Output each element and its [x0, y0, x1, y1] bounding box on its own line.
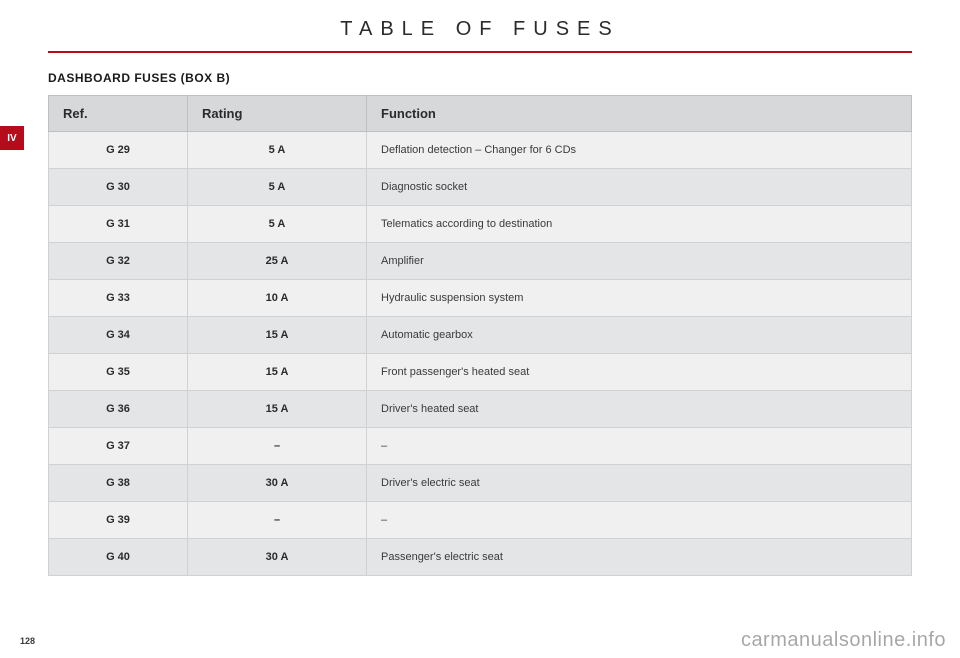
cell-rating: 30 A [188, 539, 367, 576]
cell-ref: G 31 [49, 206, 188, 243]
cell-ref: G 29 [49, 132, 188, 169]
cell-function: Front passenger's heated seat [367, 354, 912, 391]
cell-rating: 15 A [188, 391, 367, 428]
cell-rating: 30 A [188, 465, 367, 502]
cell-ref: G 36 [49, 391, 188, 428]
cell-ref: G 33 [49, 280, 188, 317]
table-row: G 3830 ADriver's electric seat [49, 465, 912, 502]
cell-rating: 5 A [188, 206, 367, 243]
cell-function: Driver's heated seat [367, 391, 912, 428]
table-row: G 39–– [49, 502, 912, 539]
cell-ref: G 39 [49, 502, 188, 539]
page-number: 128 [20, 636, 35, 646]
cell-function: Hydraulic suspension system [367, 280, 912, 317]
table-row: G 3225 AAmplifier [49, 243, 912, 280]
cell-rating: 25 A [188, 243, 367, 280]
cell-ref: G 32 [49, 243, 188, 280]
cell-function: Telematics according to destination [367, 206, 912, 243]
cell-ref: G 30 [49, 169, 188, 206]
cell-rating: 15 A [188, 354, 367, 391]
cell-function: Amplifier [367, 243, 912, 280]
table-header-row: Ref. Rating Function [49, 96, 912, 132]
section-tab: IV [0, 126, 24, 150]
cell-function: Deflation detection – Changer for 6 CDs [367, 132, 912, 169]
content-area: DASHBOARD FUSES (BOX B) Ref. Rating Func… [48, 71, 912, 576]
watermark: carmanualsonline.info [741, 629, 946, 652]
cell-ref: G 37 [49, 428, 188, 465]
cell-function: Driver's electric seat [367, 465, 912, 502]
cell-rating: 5 A [188, 169, 367, 206]
table-row: G 3310 AHydraulic suspension system [49, 280, 912, 317]
cell-ref: G 35 [49, 354, 188, 391]
fuse-table: Ref. Rating Function G 295 ADeflation de… [48, 95, 912, 576]
title-rule [48, 51, 912, 53]
cell-ref: G 38 [49, 465, 188, 502]
col-header-ref: Ref. [49, 96, 188, 132]
cell-function: Diagnostic socket [367, 169, 912, 206]
section-subtitle: DASHBOARD FUSES (BOX B) [48, 71, 912, 85]
cell-function: Passenger's electric seat [367, 539, 912, 576]
cell-rating: 10 A [188, 280, 367, 317]
table-row: G 3415 AAutomatic gearbox [49, 317, 912, 354]
col-header-rating: Rating [188, 96, 367, 132]
cell-ref: G 40 [49, 539, 188, 576]
table-row: G 3615 ADriver's heated seat [49, 391, 912, 428]
cell-rating: – [188, 428, 367, 465]
table-row: G 3515 AFront passenger's heated seat [49, 354, 912, 391]
cell-rating: 15 A [188, 317, 367, 354]
cell-function: Automatic gearbox [367, 317, 912, 354]
page-title: TABLE OF FUSES [0, 18, 960, 41]
table-row: G 315 ATelematics according to destinati… [49, 206, 912, 243]
table-row: G 37–– [49, 428, 912, 465]
cell-function: – [367, 502, 912, 539]
cell-rating: – [188, 502, 367, 539]
table-row: G 295 ADeflation detection – Changer for… [49, 132, 912, 169]
cell-rating: 5 A [188, 132, 367, 169]
table-row: G 4030 APassenger's electric seat [49, 539, 912, 576]
col-header-func: Function [367, 96, 912, 132]
cell-ref: G 34 [49, 317, 188, 354]
cell-function: – [367, 428, 912, 465]
table-row: G 305 ADiagnostic socket [49, 169, 912, 206]
